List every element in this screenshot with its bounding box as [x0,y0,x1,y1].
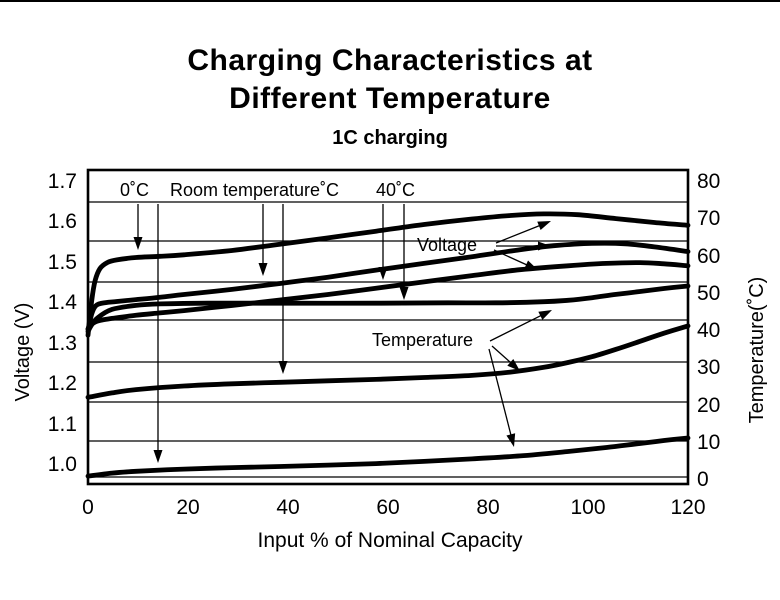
voltage-tick: 1.3 [47,331,77,355]
temperature-tick: 40 [697,319,721,342]
x-tick: 40 [276,496,300,519]
voltage-axis-ticks: 1.7 1.6 1.5 1.4 1.3 1.2 1.1 1.0 [28,170,77,477]
temperature-tick: 60 [697,244,721,268]
curve [85,283,691,332]
chart-title: Charging Characteristics at Different Te… [0,42,780,118]
voltage-tick: 1.5 [47,250,77,274]
voltage-tick: 1.2 [47,372,77,396]
curve [85,435,691,479]
temperature-tick: 80 [697,170,721,193]
curve [85,323,691,400]
x-tick: 60 [376,496,400,519]
voltage-tick: 1.0 [47,452,77,476]
chart-title-line1: Charging Characteristics at [187,44,593,77]
voltage-tick: 1.7 [47,170,77,193]
voltage-annotation-label: Voltage [417,235,478,255]
temperature-tick: 50 [697,281,721,305]
x-tick: 0 [82,496,94,519]
x-axis-title: Input % of Nominal Capacity [257,529,523,552]
chart-title-line2: Different Temperature [229,82,551,115]
series-label-room-temperature: Room temperature˚C [170,180,340,200]
x-tick: 20 [176,496,200,519]
temperature-tick: 70 [697,207,721,231]
curve [85,260,691,334]
x-axis-ticks: 0 20 40 60 80 100 120 [64,496,712,520]
curve [85,240,691,332]
x-tick: 100 [570,496,606,519]
series-label-0c: 0˚C [120,180,150,200]
top-edge-line [0,0,780,2]
voltage-tick: 1.1 [47,412,77,436]
series-label-40c: 40˚C [376,180,416,200]
temperature-axis-ticks: 80 70 60 50 40 30 20 10 0 [697,170,743,492]
temperature-annotation-label: Temperature [372,330,474,350]
curve [85,211,691,338]
temperature-tick: 0 [697,468,709,491]
x-tick: 120 [670,496,706,519]
voltage-tick: 1.6 [47,210,77,234]
x-tick: 80 [476,496,500,519]
voltage-tick: 1.4 [47,291,77,315]
chart-subtitle: 1C charging [332,127,448,149]
temperature-tick: 20 [697,393,721,417]
temperature-tick: 10 [697,430,721,454]
temperature-tick: 30 [697,356,721,380]
